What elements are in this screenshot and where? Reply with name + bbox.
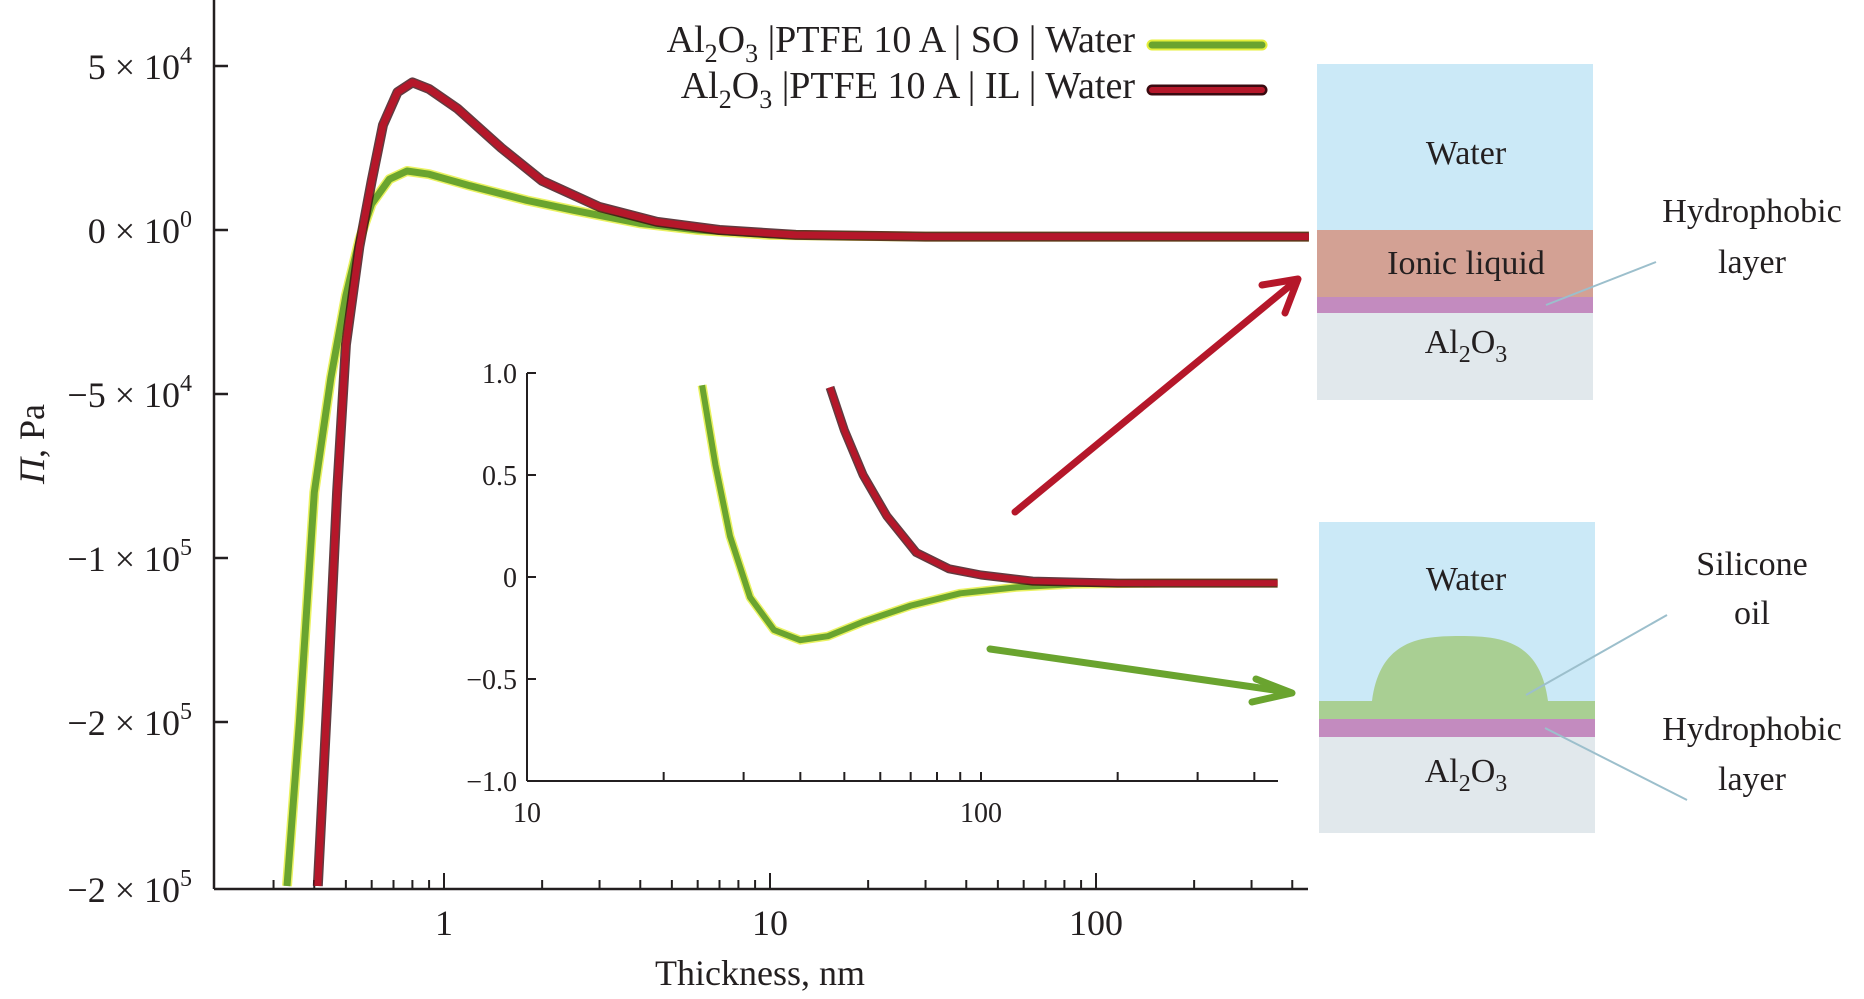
inset-x-tick-label: 100 [960, 798, 1002, 829]
water-layer [1317, 64, 1593, 230]
inset-plot: 1.0 0.5 0 −0.5 −1.0 10 100 [466, 350, 1290, 830]
silicone-oil-diagram: Water Al2O3 Silicone oil Hydrophobic lay… [1319, 522, 1842, 833]
hydrophobic-layer [1319, 719, 1595, 737]
legend-label-il: Al2O3 |PTFE 10 A | IL | Water [681, 65, 1136, 114]
hydrophobic-label-line2: layer [1718, 761, 1787, 798]
series-il [825, 385, 1278, 588]
hydrophobic-layer [1317, 297, 1593, 313]
ionic-liquid-layer [1317, 230, 1593, 297]
x-axis-title: Thickness, nm [655, 953, 865, 993]
main-x-tick-label: 100 [1069, 903, 1123, 943]
inset-y-tick-label: 1.0 [482, 359, 517, 390]
series-line [827, 386, 1278, 587]
water-label: Water [1426, 135, 1507, 172]
hydrophobic-label-line1: Hydrophobic [1662, 711, 1841, 748]
legend-label-so: Al2O3 |PTFE 10 A | SO | Water [667, 19, 1136, 68]
main-y-tick-label: 0 × 100 [88, 207, 192, 251]
main-y-tick-label: −2 × 105 [67, 699, 192, 743]
inset-y-tick-label: −0.5 [466, 665, 517, 696]
main-y-tick-label: −2 × 105 [67, 866, 192, 910]
y-axis-title-unit: , Pa [12, 404, 52, 458]
inset-x-tick-label: 10 [513, 798, 541, 829]
substrate-label: Al2O3 [1425, 753, 1508, 797]
series-line [314, 78, 1309, 887]
main-y-tick-label: −5 × 104 [67, 371, 192, 415]
silicone-oil-label-line2: oil [1734, 595, 1770, 632]
hydrophobic-label-line1: Hydrophobic [1662, 193, 1841, 230]
hydrophobic-callout-line [1545, 261, 1657, 306]
red-arrow [1011, 275, 1302, 516]
substrate-label: Al2O3 [1425, 324, 1508, 368]
hydrophobic-label-line2: layer [1718, 244, 1787, 281]
inset-y-tick-label: −1.0 [466, 767, 517, 798]
inset-y-tick-label: 0.5 [482, 461, 517, 492]
silicone-oil-droplet [1319, 636, 1595, 719]
silicone-oil-label-line1: Silicone [1696, 546, 1807, 583]
main-y-tick-label: −1 × 105 [67, 535, 192, 579]
green-arrow [986, 645, 1296, 706]
inset-y-tick-label: 0 [503, 563, 517, 594]
main-x-tick-label: 1 [435, 903, 453, 943]
substrate-layer [1317, 313, 1593, 400]
series-al2o3-ptfe-10-a-il-water [312, 77, 1309, 887]
inset-background [470, 350, 1290, 830]
substrate-layer [1319, 737, 1595, 833]
main-axes: 5 × 104 0 × 100 −5 × 104 −1 × 105 −2 × 105 −2… [12, 0, 1308, 993]
y-axis-title-symbol: Π [12, 456, 52, 485]
water-label: Water [1426, 561, 1507, 598]
main-y-tick-label: 5 × 104 [88, 43, 192, 87]
main-x-tick-label: 10 [752, 903, 788, 943]
hydrophobic-callout-line [1544, 727, 1688, 801]
silicone-oil-callout-line [1525, 614, 1668, 696]
ionic-liquid-label: Ionic liquid [1387, 245, 1545, 282]
ionic-liquid-diagram: Water Ionic liquid Al2O3 Hydrophobic lay… [1317, 64, 1842, 400]
main-series [282, 77, 1309, 887]
legend: Al2O3 |PTFE 10 A | SO | Water Al2O3 |PTF… [667, 19, 1268, 114]
y-axis-title: Π, Pa [12, 404, 52, 485]
